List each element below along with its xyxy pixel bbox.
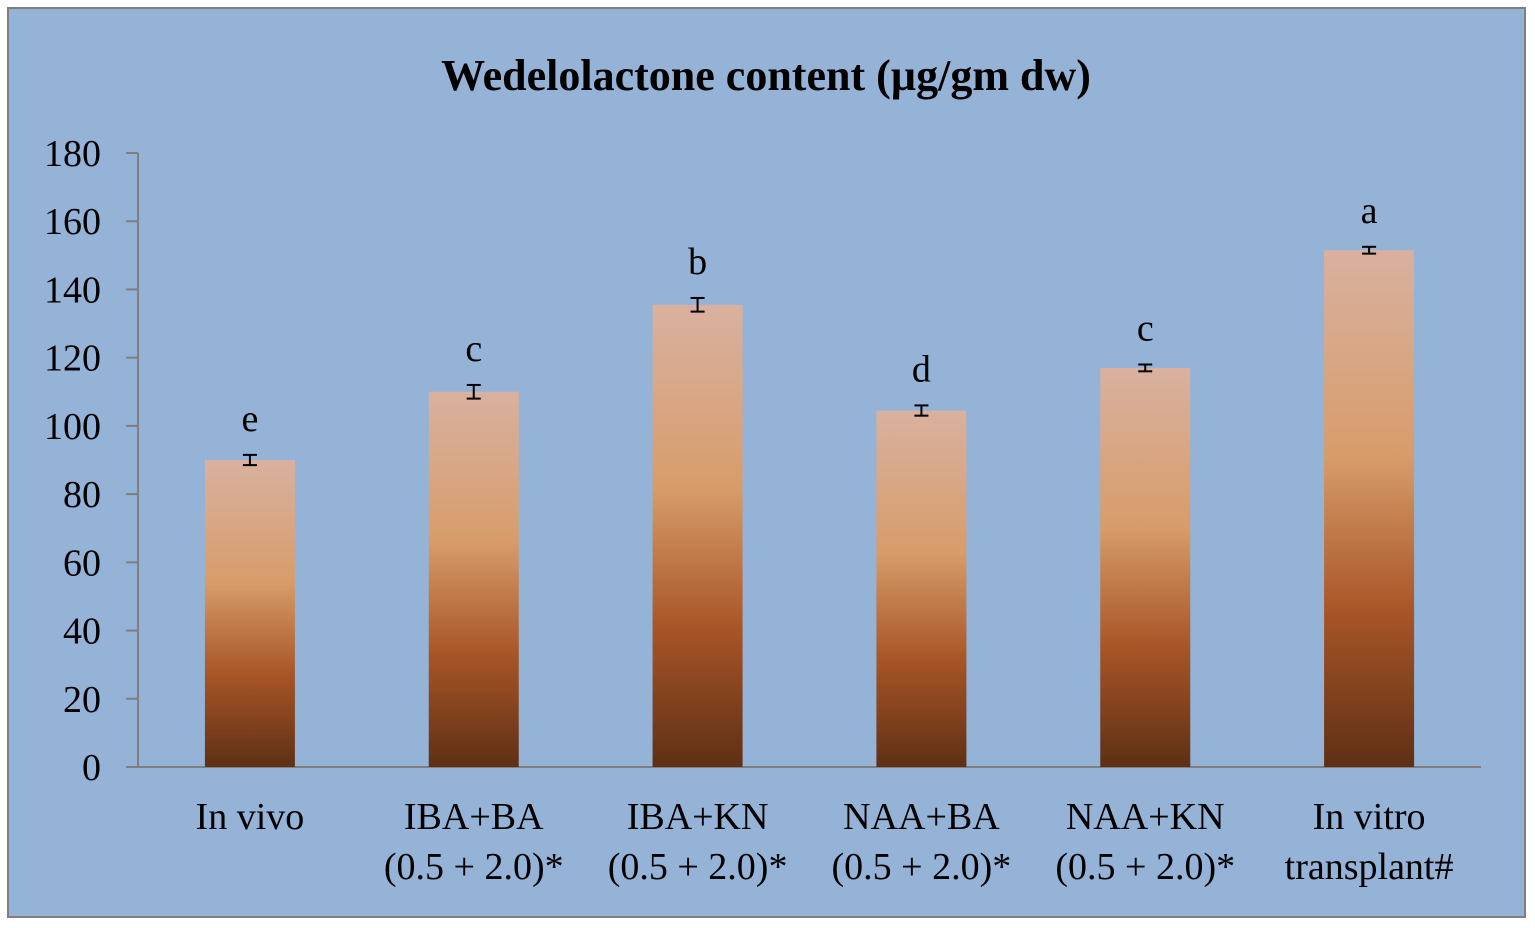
category-label-2-0: IBA+KN	[627, 796, 769, 838]
error-bar-5	[1362, 245, 1377, 255]
error-bar-1	[466, 383, 481, 400]
category-label-3-0: NAA+BA	[843, 796, 1000, 838]
significance-label-4: c	[1137, 307, 1154, 349]
category-label-1-1: (0.5 + 2.0)*	[384, 846, 564, 888]
y-tick-label-0: 0	[82, 747, 101, 789]
bar-1	[428, 391, 519, 767]
bars	[204, 245, 1415, 767]
significance-label-1: c	[465, 328, 482, 370]
category-label-5-1: transplant#	[1285, 846, 1454, 888]
y-tick-label-60: 60	[63, 542, 101, 584]
y-tick-label-40: 40	[63, 611, 101, 653]
category-label-5-0: In vitro	[1313, 796, 1426, 838]
bar-0	[204, 460, 295, 767]
significance-label-2: b	[688, 241, 707, 283]
bar-5	[1324, 250, 1415, 767]
labels: e In vivo c IBA+BA (0.5 + 2.0)* b IBA+KN (0.5 +…	[196, 190, 1454, 888]
error-bar-0	[242, 453, 257, 467]
bar-2	[652, 304, 743, 767]
category-label-2-1: (0.5 + 2.0)*	[608, 846, 788, 888]
bar-4	[1100, 367, 1191, 767]
significance-label-0: e	[241, 398, 258, 440]
significance-label-3: d	[912, 348, 931, 390]
y-tick-label-120: 120	[44, 338, 101, 380]
category-label-0-0: In vivo	[196, 796, 305, 838]
bar-3	[876, 410, 967, 767]
y-tick-label-160: 160	[44, 201, 101, 243]
category-label-4-0: NAA+KN	[1066, 796, 1225, 838]
chart-title: Wedelolactone content (µg/gm dw)	[441, 51, 1091, 100]
category-label-4-1: (0.5 + 2.0)*	[1055, 846, 1235, 888]
category-label-3-1: (0.5 + 2.0)*	[832, 846, 1012, 888]
y-tick-label-100: 100	[44, 406, 101, 448]
y-tick-label-180: 180	[44, 133, 101, 175]
y-tick-label-80: 80	[63, 474, 101, 516]
y-tick-label-140: 140	[44, 269, 101, 311]
axes: 0 20 40 60 80 100 120 140 160 180	[44, 133, 1481, 789]
error-bar-4	[1138, 363, 1153, 373]
category-label-1-0: IBA+BA	[404, 796, 544, 838]
significance-label-5: a	[1361, 190, 1378, 232]
y-tick-label-20: 20	[63, 679, 101, 721]
error-bar-2	[690, 296, 705, 313]
error-bar-3	[914, 404, 929, 417]
